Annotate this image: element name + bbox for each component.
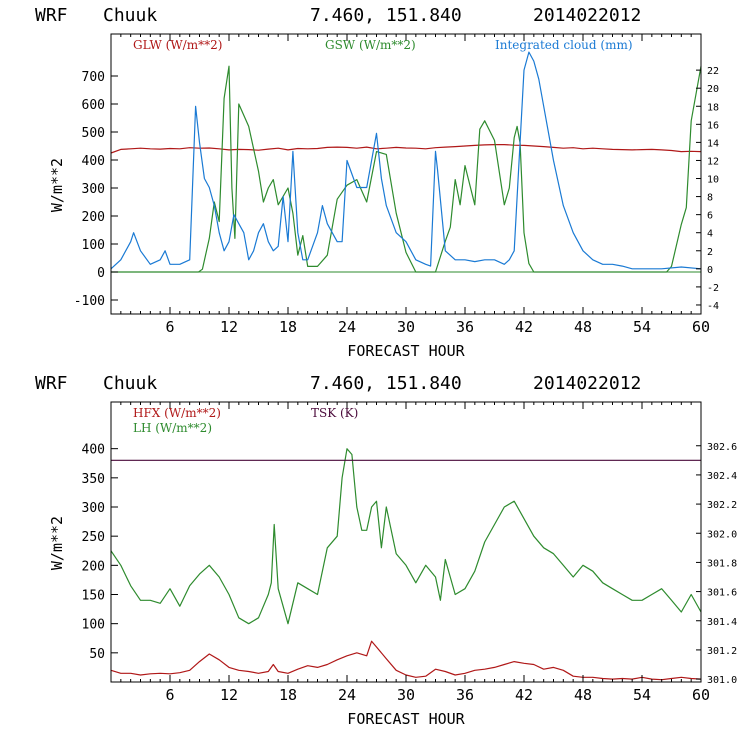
top-y2-tick-label: 14 <box>707 138 719 149</box>
top-header-coords: 7.460, 151.840 <box>310 5 462 26</box>
top-legend-glw: GLW (W/m**2) <box>133 38 222 52</box>
bottom-x-tick-label: 6 <box>165 686 174 704</box>
top-x-tick-label: 48 <box>574 318 592 336</box>
top-y-tick-label: 500 <box>82 126 105 141</box>
bottom-y-tick-label: 100 <box>82 618 105 633</box>
top-plot-series <box>110 51 702 273</box>
bottom-x-tick-label: 36 <box>456 686 474 704</box>
top-y2-tick-label: -2 <box>707 283 719 294</box>
bottom-x-tick-label: 60 <box>692 686 710 704</box>
bottom-header-station: Chuuk <box>103 373 157 394</box>
bottom-x-tick-label: 18 <box>279 686 297 704</box>
bottom-x-axis-label: FORECAST HOUR <box>347 710 465 728</box>
bottom-legend-hfx: HFX (W/m**2) <box>133 406 221 420</box>
bottom-x-tick-label: 12 <box>220 686 238 704</box>
bottom-axes: 6 12 18 24 30 36 42 48 54 60 50 100 150 200 250 300 350 4… <box>82 402 737 704</box>
top-x-tick-label: 12 <box>220 318 238 336</box>
top-series-gsw <box>111 65 702 273</box>
top-x-tick-label: 30 <box>397 318 415 336</box>
top-legend-cloud: Integrated cloud (mm) <box>495 38 633 52</box>
bottom-y-tick-label: 50 <box>89 647 105 662</box>
top-y-tick-label: 300 <box>82 182 105 197</box>
bottom-series-lh <box>110 448 702 625</box>
top-y2-tick-label: 0 <box>707 265 713 276</box>
bottom-y-tick-label: 200 <box>82 559 105 574</box>
top-y-tick-label: 0 <box>97 266 105 281</box>
bottom-plot-series <box>110 448 702 681</box>
top-header-init: 2014022012 <box>533 5 641 26</box>
top-y-axis-label: W/m**2 <box>48 158 66 212</box>
bottom-y-tick-label: 350 <box>82 472 105 487</box>
bottom-y2-tick-label: 301.6 <box>707 588 737 599</box>
top-y2-tick-label: 4 <box>707 229 713 240</box>
bottom-y2-tick-label: 301.2 <box>707 646 737 657</box>
top-x-tick-label: 54 <box>633 318 651 336</box>
top-axes: 6 12 18 24 30 36 42 48 54 60-10001002003004005006… <box>74 34 719 336</box>
top-x-axis-label: FORECAST HOUR <box>347 342 465 360</box>
bottom-y-tick-label: 300 <box>82 501 105 516</box>
top-x-tick-label: 60 <box>692 318 710 336</box>
top-y2-tick-label: 10 <box>707 175 719 186</box>
top-y-tick-label: 400 <box>82 154 105 169</box>
top-y-tick-label: 600 <box>82 98 105 113</box>
bottom-series-hfx <box>110 640 702 681</box>
bottom-y2-tick-label: 302.0 <box>707 529 737 540</box>
top-y-tick-label: 200 <box>82 210 105 225</box>
top-y-tick-label: 700 <box>82 70 105 85</box>
top-y-tick-label: -100 <box>74 294 105 309</box>
bottom-x-tick-label: 24 <box>338 686 356 704</box>
top-x-tick-label: 42 <box>515 318 533 336</box>
bottom-y2-tick-label: 302.6 <box>707 442 737 453</box>
top-x-tick-label: 18 <box>279 318 297 336</box>
bottom-y2-tick-label: 301.0 <box>707 675 737 686</box>
top-x-tick-label: 24 <box>338 318 356 336</box>
top-y2-tick-label: -4 <box>707 301 719 312</box>
bottom-header-model: WRF <box>35 373 68 394</box>
bottom-plot-frame <box>110 401 702 683</box>
bottom-y2-tick-label: 301.8 <box>707 558 737 569</box>
top-series-glw <box>110 144 702 154</box>
top-x-tick-label: 6 <box>165 318 174 336</box>
top-header-station: Chuuk <box>103 5 157 26</box>
bottom-chart: WRF Chuuk 7.460, 151.840 2014022012 6 12 1… <box>35 373 737 728</box>
top-y2-tick-label: 6 <box>707 211 713 222</box>
top-header-model: WRF <box>35 5 68 26</box>
bottom-x-tick-label: 54 <box>633 686 651 704</box>
top-x-tick-label: 36 <box>456 318 474 336</box>
top-chart: WRF Chuuk 7.460, 151.840 2014022012 6 12 1… <box>35 5 719 360</box>
bottom-x-tick-label: 30 <box>397 686 415 704</box>
top-y2-tick-label: 22 <box>707 66 719 77</box>
top-y-tick-label: 100 <box>82 238 105 253</box>
bottom-y-tick-label: 150 <box>82 589 105 604</box>
bottom-x-tick-label: 42 <box>515 686 533 704</box>
bottom-legend-lh: LH (W/m**2) <box>133 421 212 435</box>
top-y2-tick-label: 16 <box>707 120 719 131</box>
top-legend-gsw: GSW (W/m**2) <box>325 38 416 52</box>
bottom-y2-tick-label: 302.2 <box>707 500 737 511</box>
bottom-x-tick-label: 48 <box>574 686 592 704</box>
bottom-y2-tick-label: 301.4 <box>707 617 737 628</box>
bottom-header-coords: 7.460, 151.840 <box>310 373 462 394</box>
top-y2-tick-label: 12 <box>707 156 719 167</box>
bottom-y2-tick-label: 302.4 <box>707 471 737 482</box>
bottom-y-tick-label: 400 <box>82 443 105 458</box>
bottom-header-init: 2014022012 <box>533 373 641 394</box>
bottom-y-tick-label: 250 <box>82 530 105 545</box>
top-y2-tick-label: 20 <box>707 84 719 95</box>
bottom-legend-tsk: TSK (K) <box>311 406 358 420</box>
top-series-integrated <box>110 51 702 270</box>
top-y2-tick-label: 2 <box>707 247 713 258</box>
top-y2-tick-label: 8 <box>707 193 713 204</box>
top-y2-tick-label: 18 <box>707 102 719 113</box>
bottom-y-axis-label: W/m**2 <box>48 516 66 570</box>
